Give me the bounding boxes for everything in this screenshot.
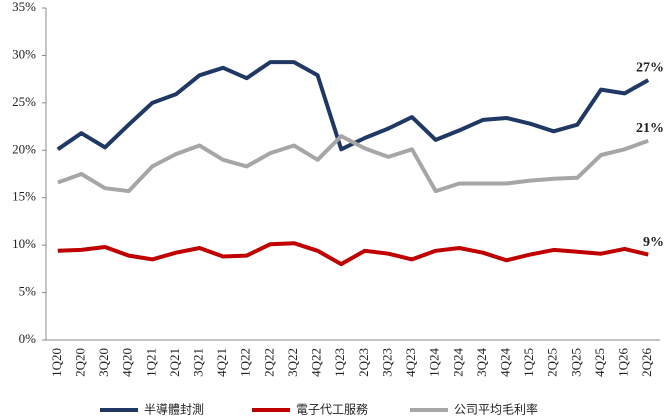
- x-tick-label: 3Q24: [474, 348, 489, 377]
- series-line: [56, 60, 650, 152]
- x-tick-label: 1Q25: [521, 348, 536, 377]
- x-tick-label: 1Q26: [616, 348, 631, 377]
- x-tick-label: 4Q25: [592, 348, 607, 377]
- x-tick-label: 4Q20: [120, 348, 135, 377]
- x-tick-label: 2Q23: [356, 348, 371, 377]
- x-tick-label: 3Q22: [285, 348, 300, 377]
- x-tick-label: 4Q23: [403, 348, 418, 377]
- data-label: 27%: [636, 60, 664, 75]
- legend-label: 電子代工服務: [296, 403, 368, 417]
- y-tick-label: 25%: [12, 94, 36, 109]
- x-tick-label: 1Q22: [238, 348, 253, 377]
- y-tick-label: 5%: [19, 284, 37, 299]
- series-line: [57, 241, 649, 267]
- x-tick-label: 4Q22: [309, 348, 324, 377]
- y-tick-label: 15%: [12, 189, 36, 204]
- x-tick-label: 2Q21: [167, 348, 182, 377]
- x-tick-label: 2Q22: [261, 348, 276, 377]
- data-label: 9%: [643, 235, 664, 250]
- x-tick-label: 3Q25: [568, 348, 583, 377]
- legend-label: 公司平均毛利率: [454, 402, 538, 417]
- x-tick-label: 2Q26: [639, 348, 654, 377]
- y-tick-label: 10%: [12, 236, 36, 251]
- y-tick-label: 30%: [12, 46, 36, 61]
- legend-label: 半導體封測: [144, 403, 204, 417]
- x-tick-label: 1Q24: [427, 348, 442, 377]
- x-tick-label: 3Q20: [96, 348, 111, 377]
- data-label: 21%: [636, 121, 664, 136]
- y-tick-label: 20%: [12, 141, 36, 156]
- series-line: [57, 134, 649, 194]
- x-tick-label: 4Q21: [214, 348, 229, 377]
- x-tick-label: 1Q21: [143, 348, 158, 377]
- y-tick-label: 35%: [12, 0, 36, 14]
- x-tick-label: 1Q20: [49, 348, 64, 377]
- y-tick-label: 0%: [19, 331, 37, 346]
- x-tick-label: 3Q23: [379, 348, 394, 377]
- x-tick-label: 1Q23: [332, 348, 347, 377]
- x-tick-label: 2Q25: [545, 348, 560, 377]
- x-tick-label: 3Q21: [190, 348, 205, 377]
- x-tick-label: 4Q24: [497, 348, 512, 377]
- x-tick-label: 2Q24: [450, 348, 465, 377]
- x-tick-label: 2Q20: [72, 348, 87, 377]
